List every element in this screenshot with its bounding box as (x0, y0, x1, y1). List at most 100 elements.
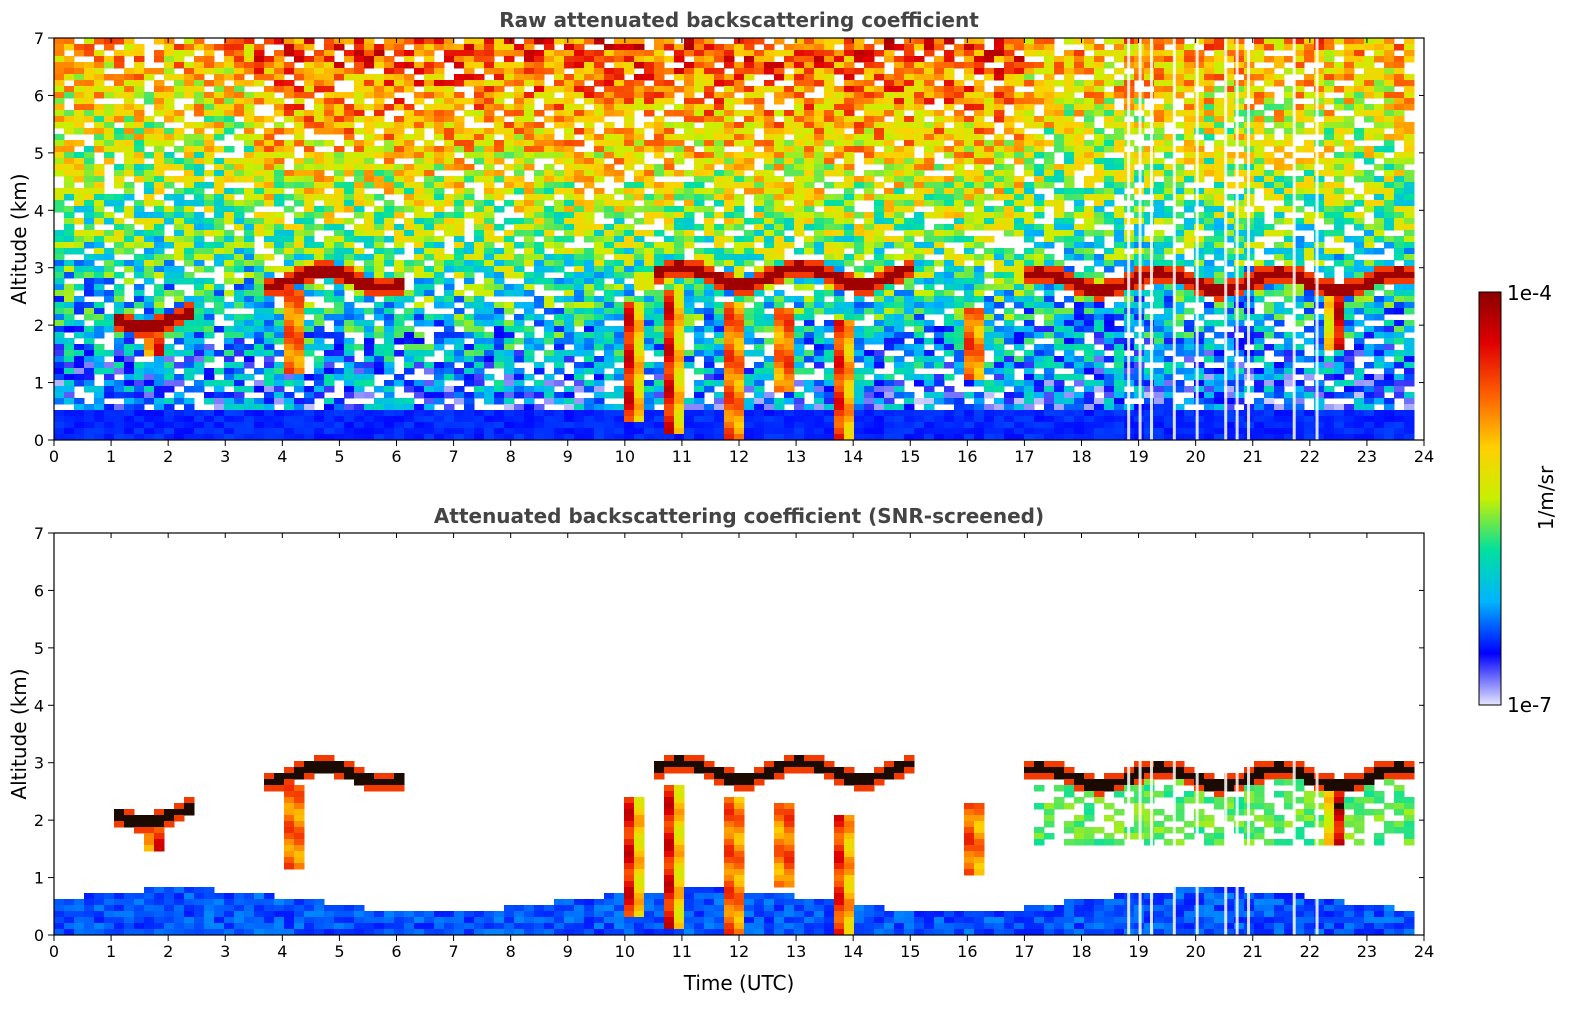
heat-cell (54, 344, 65, 351)
heat-cell (404, 356, 415, 363)
heat-cell (84, 86, 95, 93)
heat-cell (724, 62, 735, 69)
heat-cell (784, 158, 795, 165)
heat-cell (704, 350, 715, 357)
heat-cell (874, 140, 885, 147)
heat-cell (754, 410, 765, 417)
heat-cell (434, 380, 445, 387)
heat-cell (574, 170, 585, 177)
heat-cell (404, 218, 415, 225)
heat-cell (274, 290, 285, 297)
heat-cell (224, 242, 235, 249)
heat-cell (644, 428, 655, 435)
heat-cell (144, 434, 155, 441)
heat-cell (854, 266, 865, 273)
heat-cell (664, 356, 675, 363)
heat-cell (414, 242, 425, 249)
heat-cell (114, 338, 125, 345)
heat-cell (804, 182, 815, 189)
heat-cell (854, 134, 865, 141)
heat-cell (754, 422, 765, 429)
heat-cell (434, 188, 445, 195)
heat-cell (404, 110, 415, 117)
heat-cell (514, 206, 525, 213)
heat-cell (154, 56, 165, 63)
heat-cell (224, 260, 235, 267)
heat-cell (144, 386, 155, 393)
heat-cell (614, 152, 625, 159)
heat-cell (784, 122, 795, 129)
heat-cell (154, 398, 165, 405)
heat-cell (494, 362, 505, 369)
heat-cell (784, 374, 795, 381)
heat-cell (784, 332, 795, 339)
heat-cell (414, 80, 425, 87)
heat-cell (94, 428, 105, 435)
heat-cell (844, 86, 855, 93)
heat-cell (654, 242, 665, 249)
heat-cell (784, 386, 795, 393)
heat-cell (134, 236, 145, 243)
heat-cell (134, 344, 145, 351)
heat-cell (164, 242, 175, 249)
heat-cell (454, 44, 465, 51)
heat-cell (914, 134, 925, 141)
heat-cell (54, 56, 65, 63)
heat-cell (664, 236, 675, 243)
heat-cell (134, 290, 145, 297)
heat-cell (324, 38, 335, 45)
heat-cell (74, 104, 85, 111)
heat-cell (494, 44, 505, 51)
heat-cell (714, 194, 725, 201)
heat-cell (774, 266, 785, 273)
heat-cell (864, 224, 875, 231)
heat-cell (454, 398, 465, 405)
heat-cell (674, 104, 685, 111)
heat-cell (904, 80, 915, 87)
heat-cell (614, 272, 625, 279)
heat-cell (294, 272, 305, 279)
heat-cell (654, 254, 665, 261)
heat-cell (374, 356, 385, 363)
heat-cell (674, 344, 685, 351)
heat-cell (514, 158, 525, 165)
heat-cell (324, 374, 335, 381)
panel-raw-title: Raw attenuated backscattering coefficien… (499, 8, 979, 32)
heat-cell (304, 320, 315, 327)
heat-cell (54, 260, 65, 267)
heat-cell (514, 68, 525, 75)
heat-cell (524, 314, 535, 321)
heat-cell (594, 314, 605, 321)
heat-cell (724, 284, 735, 291)
heat-cell (104, 122, 115, 129)
heat-cell (304, 242, 315, 249)
heat-cell (674, 410, 685, 417)
heat-cell (944, 146, 955, 153)
heat-cell (264, 380, 275, 387)
heat-cell (944, 74, 955, 81)
heat-cell (634, 194, 645, 201)
heat-cell (474, 170, 485, 177)
heat-cell (384, 224, 395, 231)
heat-cell (574, 332, 585, 339)
heat-cell (734, 254, 745, 261)
heat-cell (184, 38, 195, 45)
heat-cell (834, 86, 845, 93)
heat-cell (204, 80, 215, 87)
heat-cell (814, 140, 825, 147)
heat-cell (314, 332, 325, 339)
heat-cell (624, 368, 635, 375)
heat-cell (84, 98, 95, 105)
heat-cell (844, 182, 855, 189)
heat-cell (834, 248, 845, 255)
heat-cell (914, 212, 925, 219)
heat-cell (114, 290, 125, 297)
heat-cell (534, 74, 545, 81)
heat-cell (64, 152, 75, 159)
heat-cell (594, 326, 605, 333)
heat-cell (514, 338, 525, 345)
heat-cell (164, 308, 175, 315)
heat-cell (224, 404, 235, 411)
heat-cell (134, 104, 145, 111)
